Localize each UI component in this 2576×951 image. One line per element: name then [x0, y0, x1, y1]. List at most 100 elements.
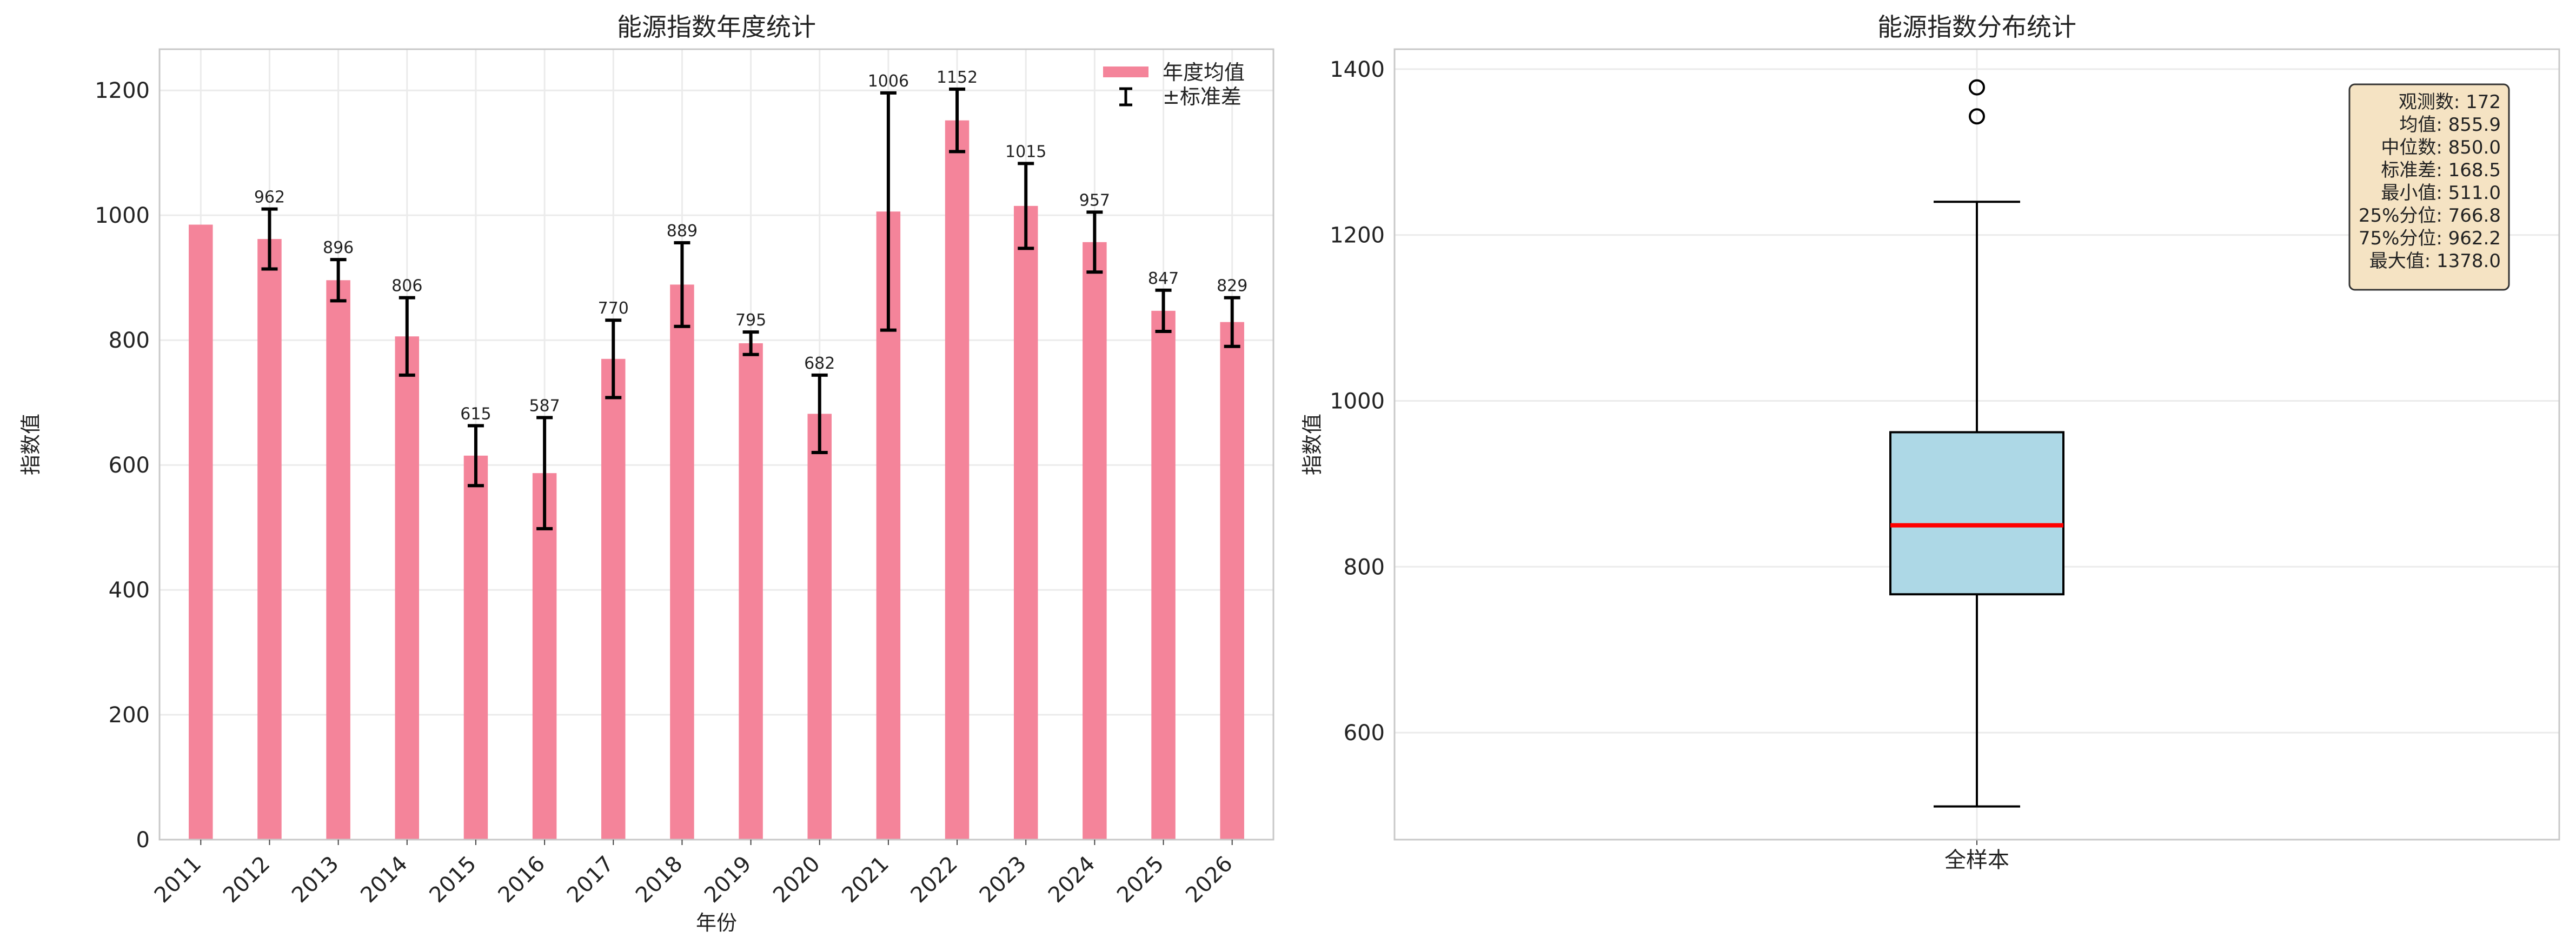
data-label-2015: 615 [460, 404, 491, 423]
stats-line: 中位数: 850.0 [2381, 137, 2501, 158]
plot-frame [1393, 48, 2560, 841]
error-bar-2023 [1018, 162, 1034, 250]
y-tick-label: 1000 [95, 203, 150, 228]
error-bar-2022 [949, 87, 966, 154]
outlier-point [1969, 79, 1985, 96]
stats-box-background [2348, 83, 2510, 291]
data-label-2019: 795 [735, 311, 766, 330]
bar-2017 [601, 358, 626, 840]
bar-2025 [1151, 310, 1176, 840]
bar-2024 [1083, 242, 1107, 840]
data-label-2017: 770 [598, 299, 629, 318]
bar-2015 [463, 455, 488, 840]
stats-line: 25%分位: 766.8 [2359, 205, 2501, 227]
x-axis-label: 年份 [696, 911, 737, 935]
y-tick-label: 400 [109, 578, 150, 603]
error-bar-2017 [605, 318, 622, 400]
chart-title: 能源指数分布统计 [1877, 12, 2076, 42]
chart-title: 能源指数年度统计 [617, 12, 816, 42]
error-bar-2013 [330, 258, 347, 303]
y-tick-label: 200 [109, 703, 150, 728]
x-tick-label: 2011 [150, 852, 207, 908]
y-tick-label: 800 [1344, 555, 1385, 580]
error-bar-2015 [467, 424, 484, 488]
x-tick-labels: 2011 2012 2013 2014 2015 2016 2017 2018 2019 2020… [150, 840, 1238, 908]
y-tick-label: 600 [1344, 721, 1385, 746]
stats-line: 最小值: 511.0 [2381, 182, 2501, 204]
stats-line: 最大值: 1378.0 [2369, 250, 2501, 272]
bar-2026 [1220, 322, 1244, 840]
legend-swatch-bar [1103, 66, 1148, 77]
x-tick-label: 2021 [837, 852, 894, 908]
y-tick-label: 800 [109, 328, 150, 353]
bar-2012 [257, 239, 282, 840]
data-label-2022: 1152 [937, 68, 978, 87]
data-label-2012: 962 [254, 188, 285, 207]
bar-2018 [670, 284, 694, 840]
y-tick-label: 1200 [1330, 223, 1385, 248]
x-tick-label: 2015 [424, 852, 481, 908]
data-labels: 962 896 806 615 587 770 889 795 682 1006 1152 1015 9… [254, 68, 1248, 423]
legend-label-mean: 年度均值 [1163, 61, 1245, 84]
y-tick-labels: 600 800 1000 1200 1400 [1330, 57, 1385, 746]
y-tick-labels: 0 200 400 600 800 1000 1200 [95, 78, 150, 853]
x-tick-label: 2013 [287, 852, 344, 908]
stats-line: 75%分位: 962.2 [2359, 228, 2501, 249]
x-tick-label: 2023 [975, 852, 1032, 908]
bar-2023 [1013, 205, 1038, 840]
y-axis-label: 指数值 [19, 414, 43, 475]
x-tick-label: 2017 [562, 852, 619, 908]
error-bar-2020 [811, 373, 828, 455]
error-bar-2016 [536, 416, 553, 530]
error-bar-2025 [1155, 288, 1172, 333]
y-axis-label: 指数值 [1300, 414, 1324, 475]
iqr-box [1889, 431, 2064, 596]
y-tick-label: 1000 [1330, 389, 1385, 414]
legend-label-std: ±标准差 [1163, 85, 1241, 109]
x-tick-label: 2026 [1181, 852, 1238, 908]
data-label-2016: 587 [529, 396, 560, 415]
x-tick-label: 2025 [1112, 852, 1169, 908]
error-bar-2021 [880, 91, 897, 332]
bar-2016 [532, 473, 557, 840]
x-tick-label: 2016 [494, 852, 550, 908]
stats-line: 观测数: 172 [2399, 91, 2501, 113]
bar-2019 [739, 343, 763, 840]
legend-swatch-errorbar [1119, 87, 1132, 107]
data-label-2024: 957 [1079, 191, 1110, 210]
x-tick-label: 2022 [906, 852, 963, 908]
bar-2014 [395, 336, 420, 840]
y-tick-label: 0 [136, 828, 150, 853]
x-tick-label: 2020 [768, 852, 825, 908]
bars [189, 120, 1244, 840]
error-bar-2026 [1224, 296, 1240, 348]
data-label-2025: 847 [1148, 269, 1179, 288]
stats-line: 标准差: 168.5 [2381, 159, 2501, 181]
data-label-2018: 889 [667, 222, 698, 241]
box-plot: 600 800 1000 1200 1400 全样本 能源指数分布统计 指数值 观测数:… [1300, 12, 2560, 873]
stats-line: 均值: 855.9 [2399, 114, 2501, 136]
error-bar-2018 [674, 241, 691, 328]
bar-2013 [326, 280, 350, 840]
outlier-point [1969, 108, 1985, 125]
bar-chart: 962 896 806 615 587 770 889 795 682 1006 1152 1015 9… [19, 12, 1274, 935]
x-tick-label: 全样本 [1944, 848, 2009, 873]
data-label-2014: 806 [391, 277, 422, 296]
x-tick-label: 2012 [218, 852, 275, 908]
error-bar-2012 [261, 207, 278, 271]
y-tick-label: 1200 [95, 78, 150, 103]
error-bars [261, 87, 1240, 530]
data-label-2023: 1015 [1005, 142, 1046, 161]
data-label-2020: 682 [804, 354, 835, 373]
data-label-2026: 829 [1217, 277, 1247, 296]
x-tick-label: 2018 [631, 852, 688, 908]
error-bar-2019 [742, 330, 759, 356]
legend: 年度均值 ±标准差 [1103, 61, 1245, 109]
bar-2020 [807, 414, 832, 840]
y-tick-label: 600 [109, 453, 150, 478]
y-tick-label: 1400 [1330, 57, 1385, 82]
box [1889, 79, 2064, 845]
data-label-2013: 896 [323, 238, 354, 257]
